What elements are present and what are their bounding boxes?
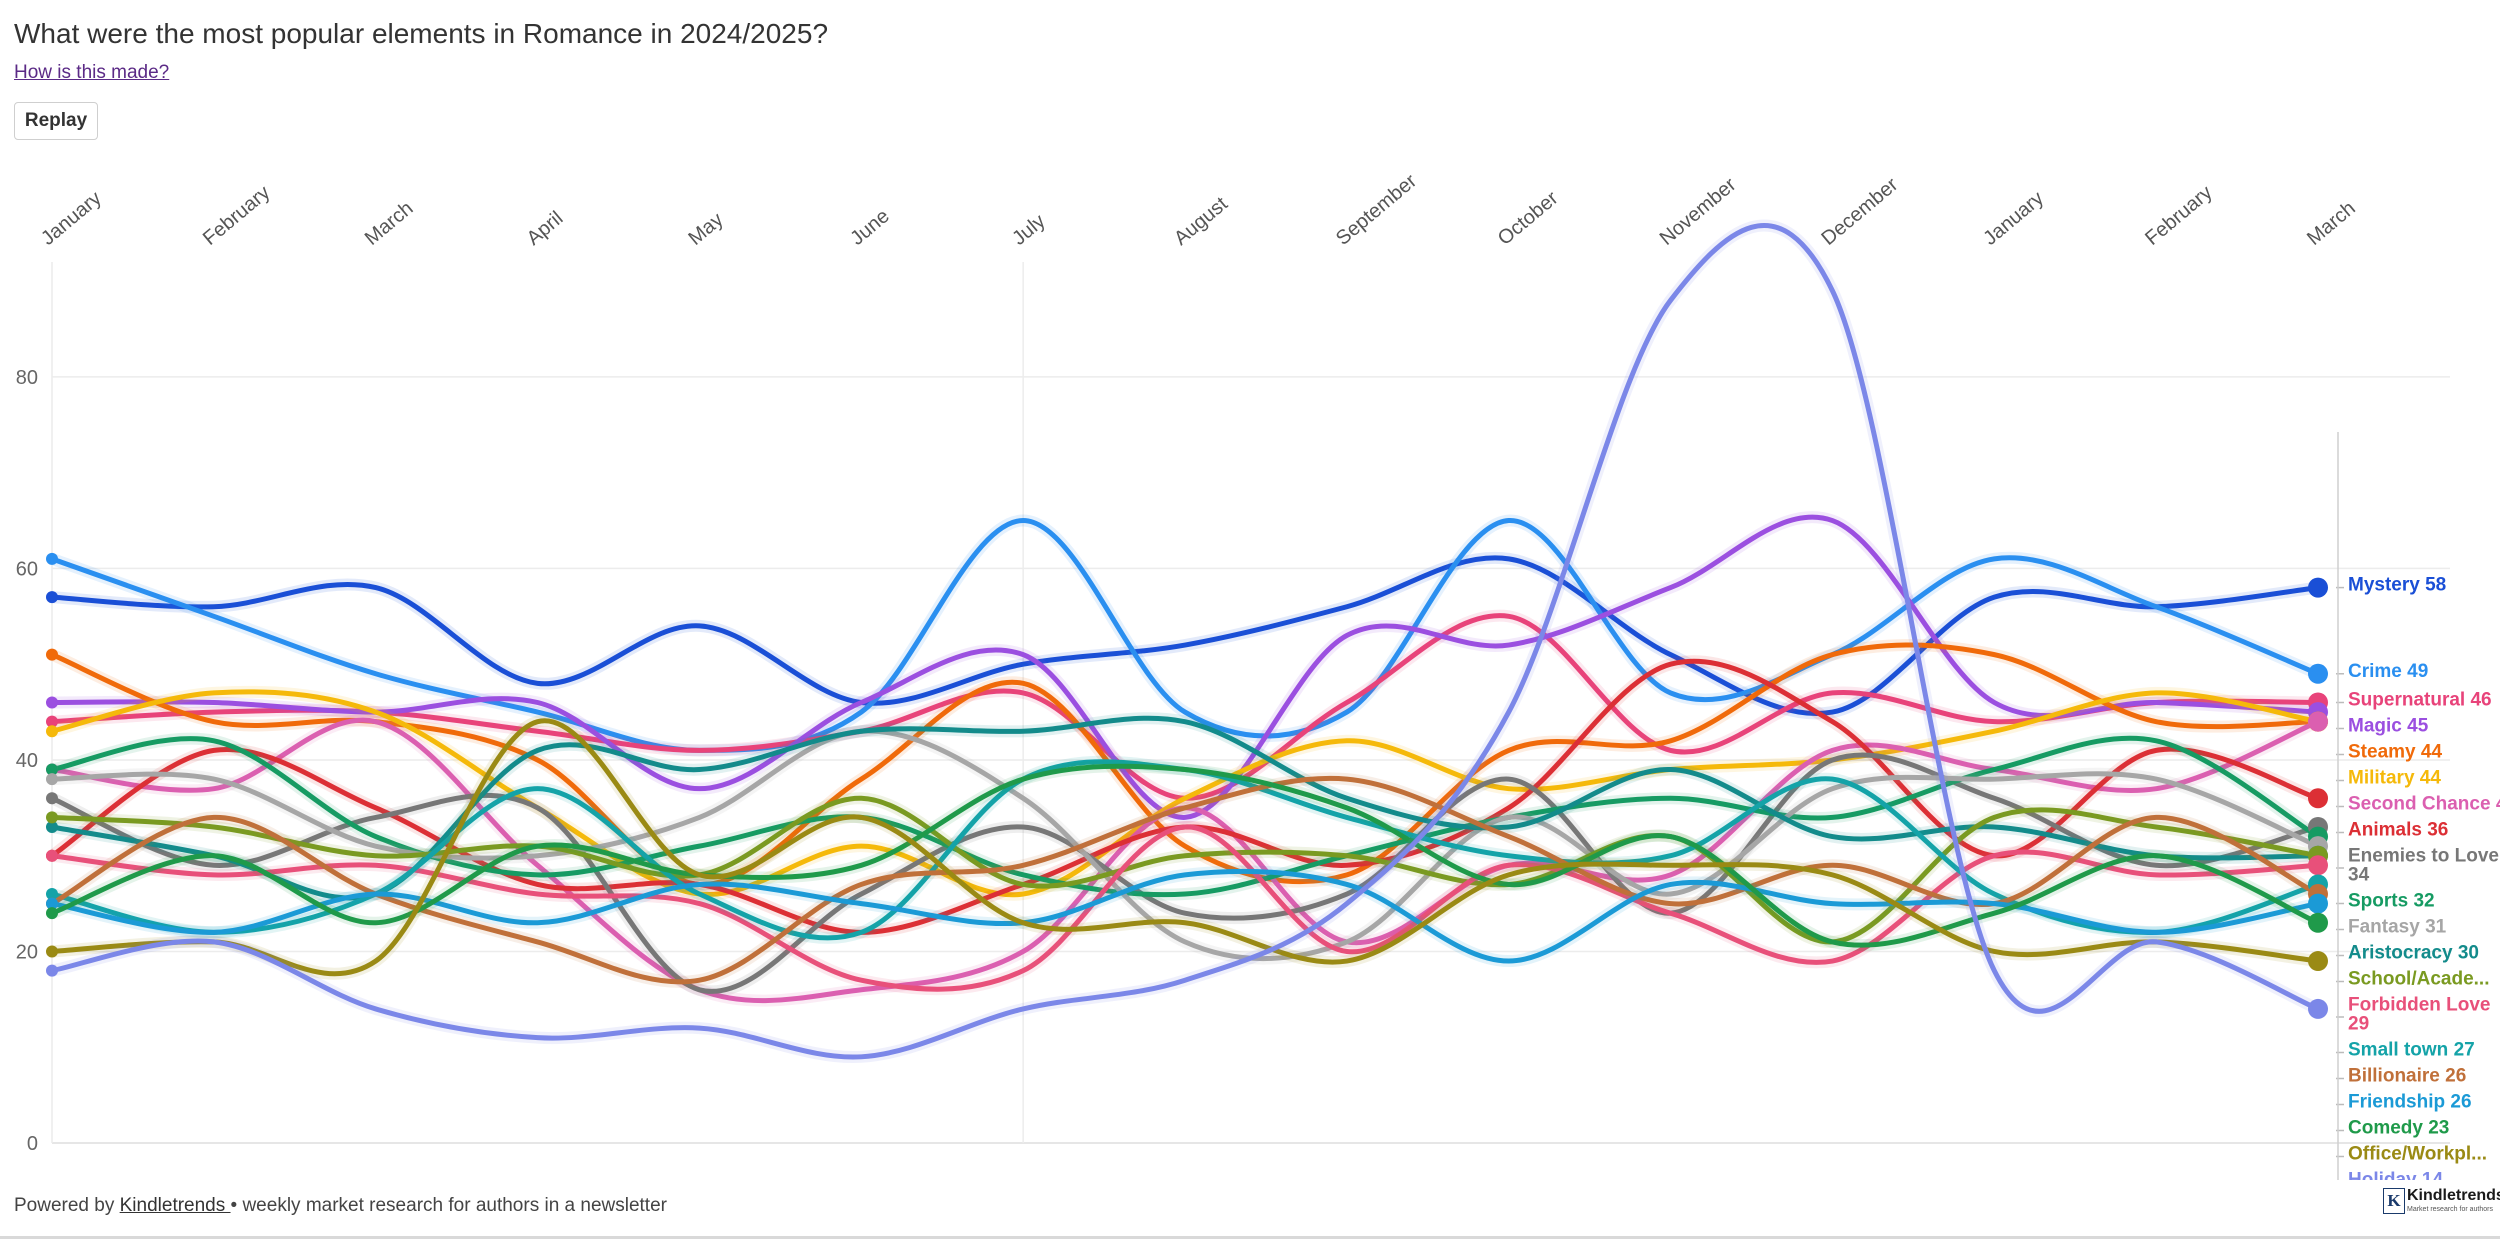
series-line <box>49 642 2321 887</box>
series-start-dot <box>46 811 58 824</box>
x-axis-ticks: January February March April May June July Augu… <box>37 170 2360 250</box>
series-label: Steamy 44 <box>2348 742 2442 763</box>
y-tick-label: 60 <box>16 558 38 580</box>
series-label: Fantasy 31 <box>2348 917 2447 938</box>
series-start-dot <box>46 715 58 728</box>
series-line <box>49 613 2321 801</box>
series-start-dot <box>46 945 58 958</box>
series-end-dot <box>2308 855 2328 876</box>
series-label: Office/Workpl... <box>2348 1144 2487 1165</box>
kindletrends-logo[interactable]: K Kindletrends Market research for autho… <box>2383 1186 2500 1216</box>
series-end-dot <box>2308 711 2328 732</box>
bottom-divider <box>0 1236 2500 1239</box>
y-axis-ticks: 0 20 40 60 80 <box>16 367 38 1155</box>
series-label: Mystery 58 <box>2348 575 2446 596</box>
series-start-dot <box>46 648 58 661</box>
x-tick-label: January <box>37 187 106 250</box>
series-start-dot <box>46 907 58 920</box>
y-tick-label: 0 <box>27 1133 38 1155</box>
series-start-dot <box>46 792 58 805</box>
series-end-dot <box>2308 951 2328 972</box>
replay-button[interactable]: Replay <box>14 102 98 140</box>
y-tick-label: 40 <box>16 750 38 772</box>
series-label: Aristocracy 30 <box>2348 943 2479 964</box>
y-tick-label: 20 <box>16 941 38 963</box>
x-tick-label: May <box>685 209 728 250</box>
series-label: School/Acade... <box>2348 969 2489 990</box>
footer: Powered by Kindletrends • weekly market … <box>14 1195 667 1217</box>
series-start-dot <box>46 888 58 901</box>
series-label: Second Chance 44 <box>2348 794 2500 815</box>
page-title: What were the most popular elements in R… <box>14 18 829 49</box>
series-label: Forbidden Love 29 <box>2348 995 2491 1035</box>
series-line <box>49 763 2321 948</box>
x-tick-label: October <box>1494 187 1563 250</box>
series-label: Animals 36 <box>2348 820 2448 841</box>
series-label: Magic 45 <box>2348 716 2429 737</box>
series-label: Military 44 <box>2348 768 2441 789</box>
series-label: Crime 49 <box>2348 661 2428 682</box>
series-line <box>49 514 2321 820</box>
series-label: Holiday 14 <box>2348 1170 2443 1181</box>
x-tick-label: April <box>523 207 568 250</box>
logo-text: Kindletrends <box>2407 1187 2500 1204</box>
series-line <box>49 824 2321 992</box>
series-start-dot <box>46 725 58 738</box>
series-label: Billionaire 26 <box>2348 1066 2466 1087</box>
series-labels: Mystery 58 Crime 49 Supernatural 46 Magic 4… <box>2336 432 2500 1180</box>
series-end-dot <box>2308 912 2328 933</box>
x-tick-label: February <box>2141 182 2216 250</box>
series-label: Small town 27 <box>2348 1040 2475 1061</box>
series-line <box>49 728 2321 962</box>
series-label: Friendship 26 <box>2348 1092 2472 1113</box>
series-end-markers <box>46 552 2328 1019</box>
line-chart: January February March April May June July Augu… <box>16 170 2500 1180</box>
series-line <box>49 555 2321 716</box>
footer-tagline: • weekly market research for authors in … <box>230 1195 667 1216</box>
series-end-dot <box>2308 998 2328 1019</box>
series-start-dot <box>46 773 58 786</box>
series-label: Comedy 23 <box>2348 1118 2449 1139</box>
series-start-dot <box>46 897 58 910</box>
series-start-dot <box>46 763 58 776</box>
x-tick-label: August <box>1170 193 1232 250</box>
logo-tagline: Market research for authors <box>2407 1206 2493 1213</box>
series-end-dot <box>2308 788 2328 809</box>
series-label: Supernatural 46 <box>2348 690 2492 711</box>
series-label: Sports 32 <box>2348 891 2435 912</box>
series-line <box>49 718 2321 977</box>
x-tick-label: March <box>361 197 418 250</box>
series-line <box>49 752 2321 994</box>
series-label: Enemies to Lovers34 <box>2348 846 2500 886</box>
x-tick-label: July <box>1008 210 1049 250</box>
series-start-dot <box>46 849 58 862</box>
series-line <box>49 223 2321 1060</box>
footer-powered-by: Powered by <box>14 1195 120 1216</box>
series-end-dot <box>2308 663 2328 684</box>
series-start-dot <box>46 964 58 977</box>
x-tick-label: September <box>1332 170 1421 250</box>
series-start-dot <box>46 696 58 709</box>
x-tick-label: February <box>199 182 274 250</box>
series-start-dot <box>46 552 58 565</box>
series-line <box>49 689 2321 898</box>
how-is-this-made-link[interactable]: How is this made? <box>14 62 170 83</box>
x-tick-label: March <box>2303 197 2360 250</box>
x-tick-label: January <box>1979 187 2048 250</box>
logo-k-icon: K <box>2383 1188 2405 1214</box>
x-tick-label: June <box>846 205 893 250</box>
series-lines <box>46 219 2324 1064</box>
series-start-dot <box>46 591 58 604</box>
x-tick-label: December <box>1818 173 1903 249</box>
series-end-dot <box>2308 893 2328 914</box>
kindletrends-link[interactable]: Kindletrends <box>119 1195 231 1216</box>
y-tick-label: 80 <box>16 367 38 389</box>
series-start-dot <box>46 820 58 833</box>
series-end-dot <box>2308 577 2328 598</box>
series-line <box>49 518 2321 753</box>
